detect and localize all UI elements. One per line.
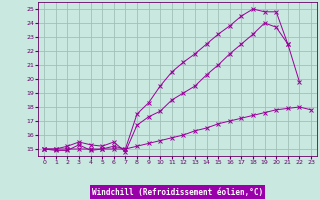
Text: Windchill (Refroidissement éolien,°C): Windchill (Refroidissement éolien,°C)	[92, 188, 263, 196]
